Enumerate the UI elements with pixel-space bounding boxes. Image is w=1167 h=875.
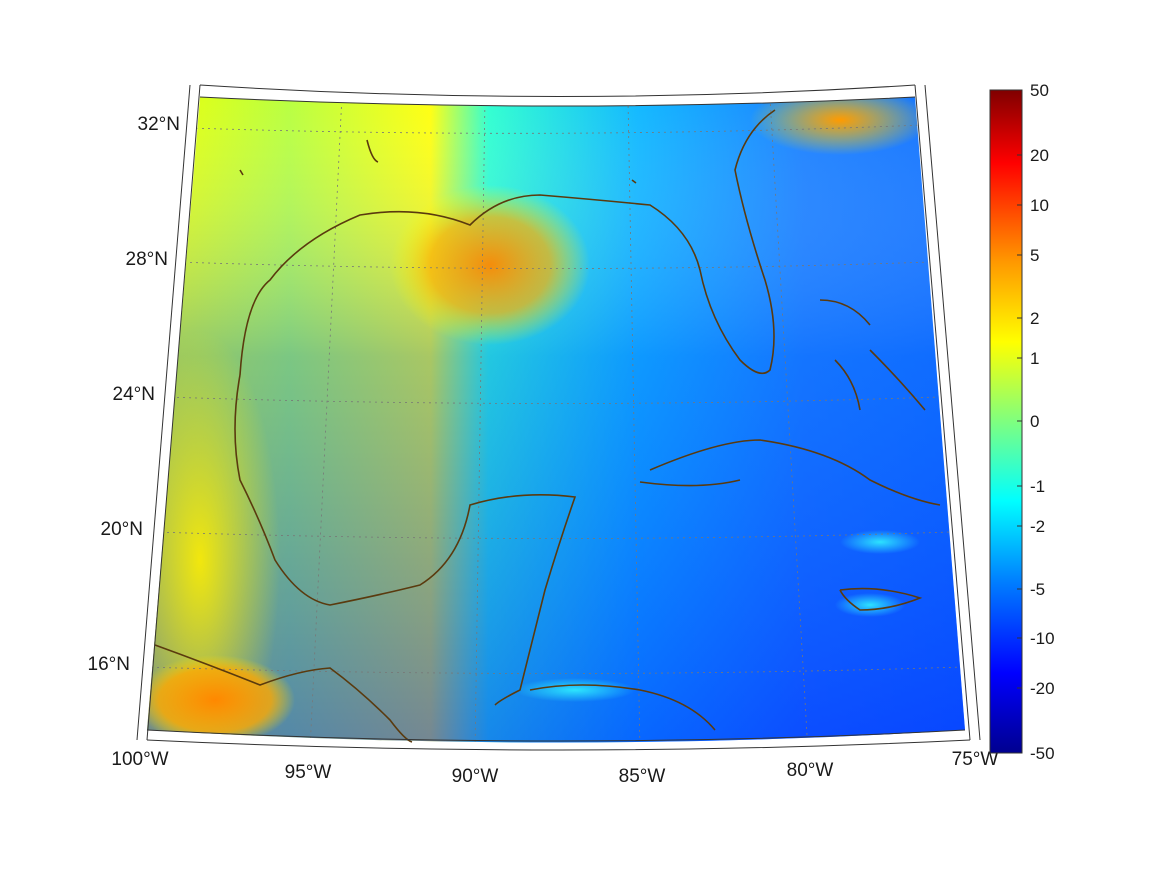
lat-label-28: 28°N [126,249,168,270]
graticule [147,97,963,743]
lat-label-20: 20°N [101,519,143,540]
colorbar-tick-label: -50 [1030,744,1055,763]
lon-label-100: 100°W [111,749,168,770]
colorbar-tick-label: 10 [1030,196,1049,215]
colorbar-tick-label: -20 [1030,679,1055,698]
lon-label-80: 80°W [787,760,834,781]
colorbar-tick-label: 5 [1030,246,1039,265]
colorbar-tick-label: 20 [1030,146,1049,165]
lon-label-75: 75°W [952,749,999,770]
map-frame [136,84,981,751]
lat-label-24: 24°N [113,384,155,405]
latitude-labels: 32°N 28°N 24°N 20°N 16°N [88,114,180,675]
coastlines [154,109,941,743]
longitude-labels: 100°W 95°W 90°W 85°W 80°W 75°W [111,749,998,787]
lat-label-32: 32°N [138,114,180,135]
lat-label-16: 16°N [88,654,130,675]
colorbar-tick-label: -10 [1030,629,1055,648]
colorbar-tick-label: 50 [1030,81,1049,100]
colorbar-tick-label: 2 [1030,309,1039,328]
colorbar-tick-label: -1 [1030,477,1045,496]
colorbar-tick-label: 1 [1030,349,1039,368]
map-field [147,97,965,743]
colorbar-tick-label: -2 [1030,517,1045,536]
colorbar-tick-label: -5 [1030,580,1045,599]
lon-label-95: 95°W [285,762,332,783]
colorbar-tick-label: 0 [1030,412,1039,431]
lon-label-90: 90°W [452,766,499,787]
lon-label-85: 85°W [619,766,666,787]
colorbar-gradient [989,89,1023,754]
